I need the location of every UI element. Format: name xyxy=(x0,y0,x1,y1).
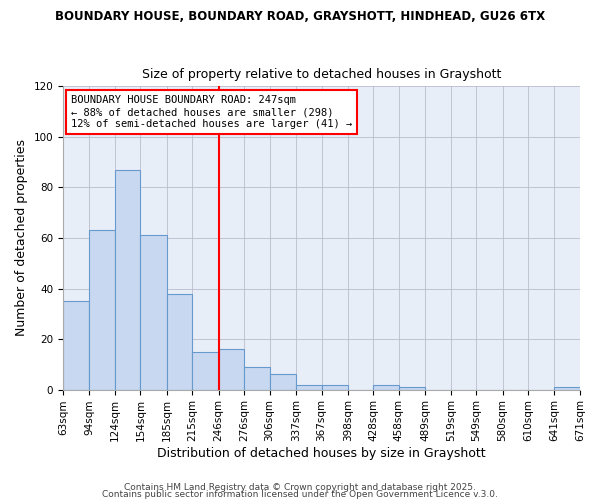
Bar xyxy=(296,384,322,390)
X-axis label: Distribution of detached houses by size in Grayshott: Distribution of detached houses by size … xyxy=(157,447,486,460)
Bar xyxy=(269,374,296,390)
Y-axis label: Number of detached properties: Number of detached properties xyxy=(15,140,28,336)
Text: BOUNDARY HOUSE BOUNDARY ROAD: 247sqm
← 88% of detached houses are smaller (298)
: BOUNDARY HOUSE BOUNDARY ROAD: 247sqm ← 8… xyxy=(71,96,352,128)
Bar xyxy=(140,236,167,390)
Bar xyxy=(167,294,192,390)
Bar xyxy=(554,387,580,390)
Bar xyxy=(373,384,399,390)
Bar xyxy=(89,230,115,390)
Title: Size of property relative to detached houses in Grayshott: Size of property relative to detached ho… xyxy=(142,68,501,81)
Text: Contains public sector information licensed under the Open Government Licence v.: Contains public sector information licen… xyxy=(102,490,498,499)
Bar xyxy=(322,384,348,390)
Bar xyxy=(115,170,140,390)
Bar xyxy=(218,349,244,390)
Text: BOUNDARY HOUSE, BOUNDARY ROAD, GRAYSHOTT, HINDHEAD, GU26 6TX: BOUNDARY HOUSE, BOUNDARY ROAD, GRAYSHOTT… xyxy=(55,10,545,23)
Bar xyxy=(399,387,425,390)
Text: Contains HM Land Registry data © Crown copyright and database right 2025.: Contains HM Land Registry data © Crown c… xyxy=(124,484,476,492)
Bar xyxy=(63,301,89,390)
Bar xyxy=(192,352,218,390)
Bar xyxy=(244,367,269,390)
